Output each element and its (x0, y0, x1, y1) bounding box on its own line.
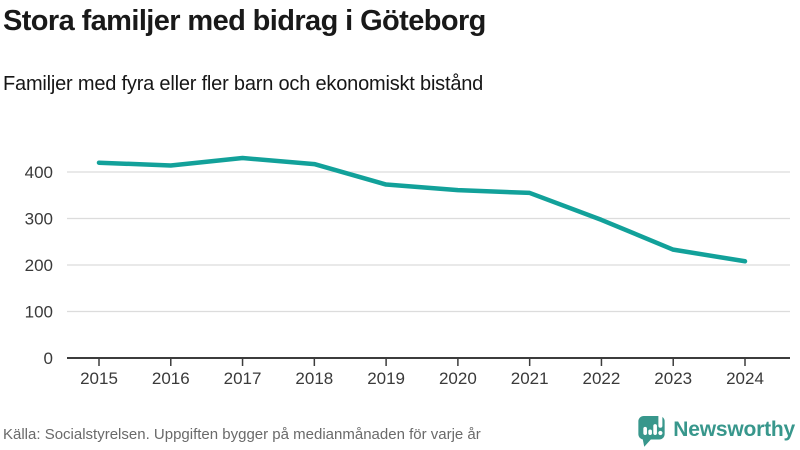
y-axis-label: 0 (44, 349, 53, 368)
newsworthy-logo[interactable]: Newsworthy (637, 413, 795, 447)
y-axis-label: 400 (25, 163, 53, 182)
x-axis-label: 2020 (439, 369, 477, 388)
x-axis-label: 2015 (80, 369, 118, 388)
chart-subtitle: Familjer med fyra eller fler barn och ek… (3, 73, 484, 95)
x-axis-label: 2017 (224, 369, 262, 388)
newsworthy-icon (638, 413, 665, 447)
x-axis-label: 2019 (367, 369, 405, 388)
data-line (96, 155, 748, 264)
y-axis-label: 200 (25, 256, 53, 275)
x-axis-label: 2021 (511, 369, 549, 388)
source-note: Källa: Socialstyrelsen. Uppgiften bygger… (3, 426, 481, 443)
y-axis-label: 100 (25, 303, 53, 322)
newsworthy-logo-text: Newsworthy (673, 418, 795, 441)
x-axis-label: 2023 (654, 369, 692, 388)
x-axis-label: 2016 (152, 369, 190, 388)
x-axis-label: 2024 (726, 369, 764, 388)
chart-title: Stora familjer med bidrag i Göteborg (3, 5, 486, 37)
y-axis-label: 300 (25, 210, 53, 229)
x-axis-label: 2022 (583, 369, 621, 388)
x-axis-label: 2018 (295, 369, 333, 388)
